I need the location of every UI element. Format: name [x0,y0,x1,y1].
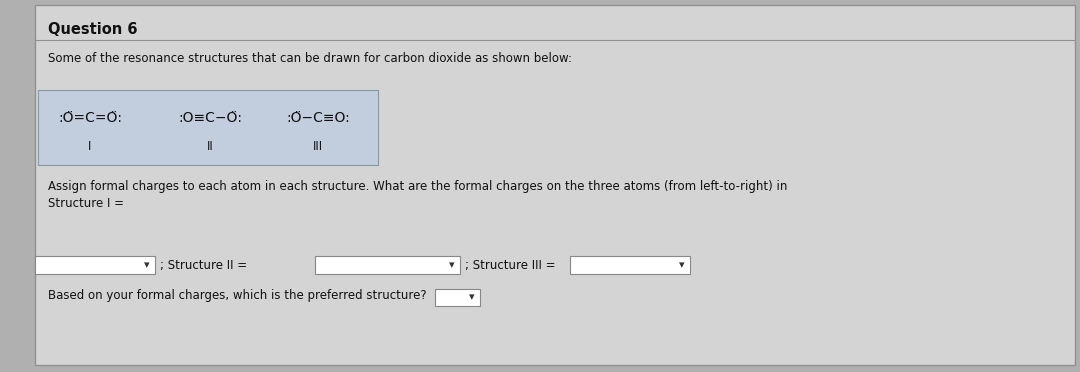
Text: :Ö−C≡O:: :Ö−C≡O: [286,111,350,125]
Text: ; Structure II =: ; Structure II = [160,259,247,272]
Text: ; Structure III =: ; Structure III = [465,259,555,272]
Bar [570,256,690,274]
Text: :O≡C−Ö:: :O≡C−Ö: [178,111,242,125]
Text: I: I [89,140,92,153]
Text: ▾: ▾ [469,292,475,302]
Bar [315,256,460,274]
Text: III: III [313,140,323,153]
Text: Some of the resonance structures that can be drawn for carbon dioxide as shown b: Some of the resonance structures that ca… [48,52,572,65]
Bar [435,289,480,306]
Text: ▾: ▾ [449,260,455,270]
Text: ▾: ▾ [679,260,685,270]
Text: :Ö=C=Ö:: :Ö=C=Ö: [58,111,122,125]
Text: II: II [206,140,214,153]
Text: Question 6: Question 6 [48,22,137,37]
Text: Based on your formal charges, which is the preferred structure?: Based on your formal charges, which is t… [48,289,427,302]
Bar [38,90,378,165]
Bar [35,256,156,274]
Text: Structure I =: Structure I = [48,197,124,210]
Text: Assign formal charges to each atom in each structure. What are the formal charge: Assign formal charges to each atom in ea… [48,180,787,193]
Text: ▾: ▾ [145,260,150,270]
